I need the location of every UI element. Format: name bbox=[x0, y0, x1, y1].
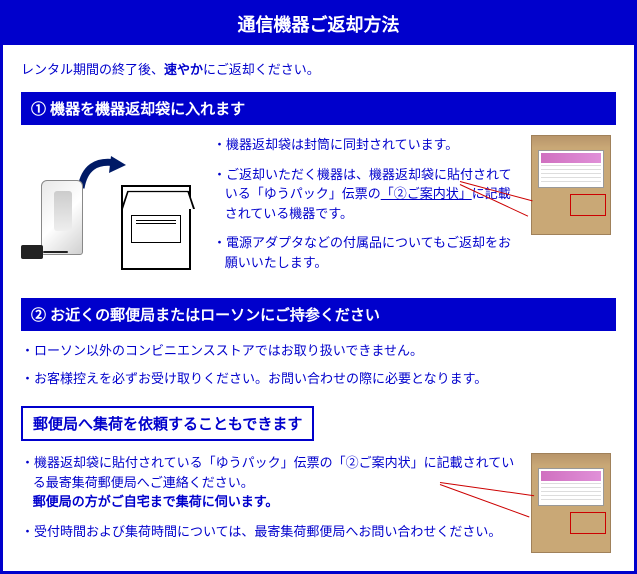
step1-b1: ・機器返却袋は封筒に同封されています。 bbox=[213, 135, 519, 155]
callout-box bbox=[570, 512, 606, 534]
title-text: 通信機器ご返却方法 bbox=[238, 15, 400, 35]
content-area: レンタル期間の終了後、速やかにご返却ください。 ① 機器を機器返却袋に入れます … bbox=[3, 45, 634, 571]
return-bag-icon bbox=[121, 185, 191, 270]
sub-b2: ・受付時間および集荷時間については、最寄集荷郵便局へお問い合わせください。 bbox=[21, 522, 519, 542]
step1-body: ・機器返却袋は封筒に同封されています。 ・ご返却いただく機器は、機器返却袋に貼付… bbox=[21, 135, 616, 282]
sub-bullets: ・機器返却袋に貼付されている「ゆうパック」伝票の「②ご案内状」に記載されている最… bbox=[21, 453, 519, 551]
sub-header: 郵便局へ集荷を依頼することもできます bbox=[21, 406, 314, 441]
step1-bullets: ・機器返却袋は封筒に同封されています。 ・ご返却いただく機器は、機器返却袋に貼付… bbox=[213, 135, 519, 282]
sub-body: ・機器返却袋に貼付されている「ゆうパック」伝票の「②ご案内状」に記載されている最… bbox=[21, 453, 616, 553]
yupack-slip-icon bbox=[538, 468, 604, 506]
step1-b3: ・電源アダプタなどの付属品についてもご返却をお願いいたします。 bbox=[213, 233, 519, 272]
step1-b2: ・ご返却いただく機器は、機器返却袋に貼付されている「ゆうパック」伝票の「②ご案内… bbox=[213, 165, 519, 224]
callout-box bbox=[570, 194, 606, 216]
device-icon bbox=[41, 180, 83, 255]
sub-b1-underline: 「②ご案内状」 bbox=[333, 455, 424, 470]
intro-bold: 速やか bbox=[164, 62, 203, 77]
step1-header: ① 機器を機器返却袋に入れます bbox=[21, 92, 616, 125]
document-container: 通信機器ご返却方法 レンタル期間の終了後、速やかにご返却ください。 ① 機器を機… bbox=[0, 0, 637, 574]
intro-text: レンタル期間の終了後、速やかにご返却ください。 bbox=[21, 59, 616, 78]
step2-b2: ・お客様控えを必ずお受け取りください。お問い合わせの際に必要となります。 bbox=[21, 369, 616, 389]
yupack-slip-icon bbox=[538, 150, 604, 188]
title-bar: 通信機器ご返却方法 bbox=[3, 3, 634, 45]
step1-b2-underline: 「②ご案内状」 bbox=[381, 186, 472, 201]
brown-envelope-icon bbox=[531, 135, 611, 235]
adapter-icon bbox=[21, 245, 43, 259]
step2-header: ② お近くの郵便局またはローソンにご持参ください bbox=[21, 298, 616, 331]
step2-body: ・ローソン以外のコンビニエンスストアではお取り扱いできません。 ・お客様控えを必… bbox=[21, 341, 616, 388]
step1-envelope bbox=[531, 135, 616, 235]
step2-b1: ・ローソン以外のコンビニエンスストアではお取り扱いできません。 bbox=[21, 341, 616, 361]
intro-suffix: にご返却ください。 bbox=[203, 62, 320, 77]
device-diagram bbox=[21, 135, 201, 275]
brown-envelope-icon bbox=[531, 453, 611, 553]
sub-envelope bbox=[531, 453, 616, 553]
intro-prefix: レンタル期間の終了後、 bbox=[21, 62, 164, 77]
sub-b1a: ・機器返却袋に貼付されている「ゆうパック」伝票の bbox=[21, 455, 333, 470]
sub-b1-bold: 郵便局の方がご自宅まで集荷に伺います。 bbox=[33, 494, 279, 509]
